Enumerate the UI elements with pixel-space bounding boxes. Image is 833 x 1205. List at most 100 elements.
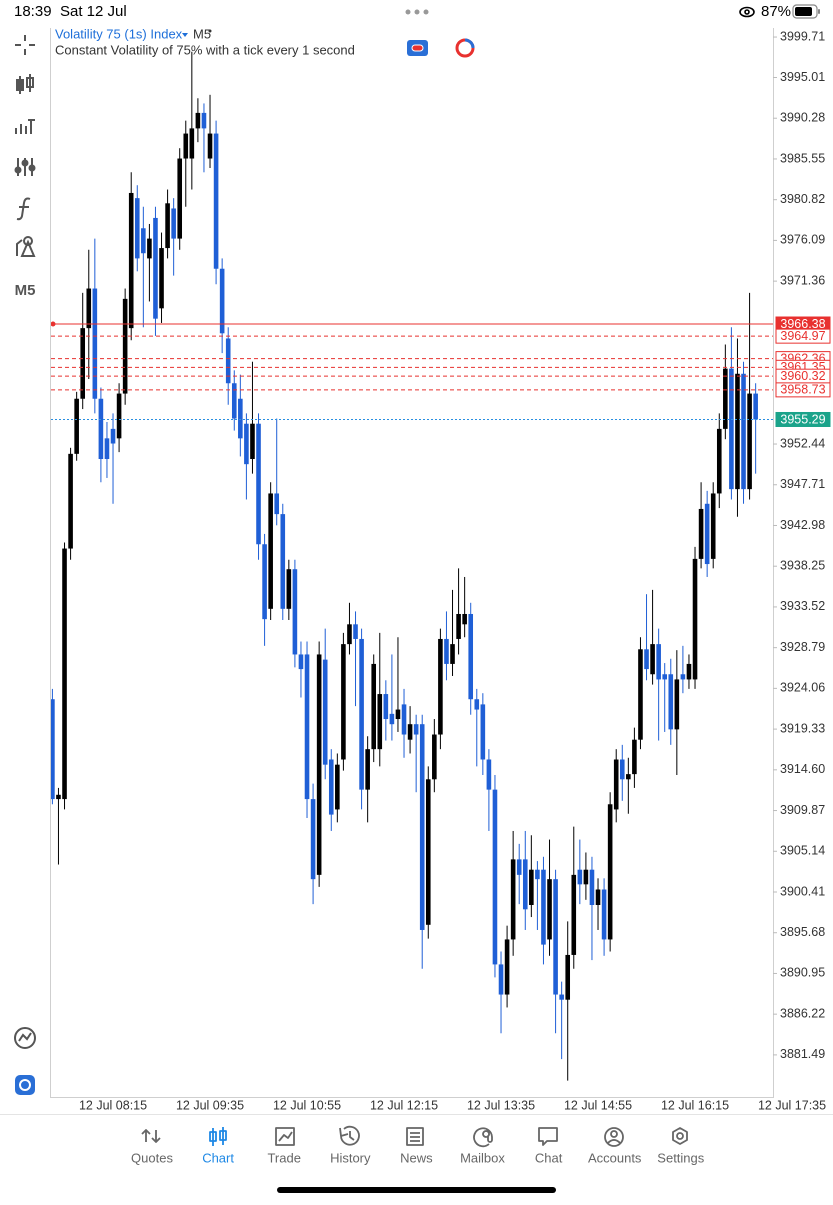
candle-body bbox=[383, 694, 389, 720]
candle-body bbox=[710, 493, 716, 559]
chart-frame bbox=[50, 28, 774, 1098]
candle-body bbox=[492, 789, 498, 965]
tab-item[interactable]: History bbox=[330, 1125, 371, 1166]
objects-button[interactable] bbox=[16, 236, 36, 257]
candle-body bbox=[74, 398, 79, 454]
candle-body bbox=[165, 203, 170, 249]
brand-button[interactable] bbox=[15, 1075, 35, 1095]
candle-body bbox=[425, 779, 431, 925]
tab-item[interactable]: Mailbox bbox=[460, 1127, 505, 1165]
candle-body bbox=[632, 739, 637, 775]
candle-body bbox=[498, 964, 504, 995]
candle-body bbox=[650, 644, 655, 675]
candle-body bbox=[547, 879, 552, 940]
tab-item[interactable]: News bbox=[400, 1127, 433, 1165]
candle-body bbox=[698, 508, 704, 559]
candle-body bbox=[595, 889, 601, 906]
candle-body bbox=[480, 704, 486, 760]
candle-body bbox=[644, 649, 649, 670]
status-date: Sat 12 Jul bbox=[60, 3, 127, 20]
chart-timeframe: M5 bbox=[193, 26, 211, 41]
candle-body bbox=[341, 644, 346, 760]
candle-body bbox=[244, 423, 249, 465]
candle-body bbox=[219, 268, 225, 334]
candle-body bbox=[462, 613, 467, 625]
tab-icon bbox=[141, 1129, 161, 1143]
tab-item[interactable]: Accounts bbox=[588, 1127, 642, 1165]
toolbar-timeframe[interactable]: M5 bbox=[15, 282, 36, 299]
candle-body bbox=[347, 624, 352, 645]
candle-body bbox=[741, 373, 746, 490]
y-tick-label: 3938.25 bbox=[780, 558, 825, 572]
candle-body bbox=[201, 112, 207, 129]
candle-body bbox=[147, 238, 152, 259]
candle-body bbox=[529, 869, 534, 906]
settings-sliders-button[interactable] bbox=[14, 158, 36, 176]
y-tick-label: 3990.28 bbox=[780, 111, 825, 125]
candle-body bbox=[401, 704, 407, 735]
candle-body bbox=[747, 393, 752, 490]
candle-body bbox=[104, 438, 110, 460]
tab-icon bbox=[538, 1127, 558, 1146]
candle-body bbox=[231, 383, 237, 419]
candle-body bbox=[613, 759, 619, 810]
tab-item[interactable]: Chart bbox=[202, 1127, 234, 1165]
symbol-dropdown[interactable] bbox=[182, 33, 188, 37]
candle-body bbox=[310, 799, 316, 880]
analytics-button[interactable] bbox=[14, 1027, 36, 1049]
function-button[interactable] bbox=[16, 197, 31, 221]
tab-label: History bbox=[330, 1150, 371, 1165]
candle-body bbox=[365, 749, 370, 790]
home-indicator bbox=[277, 1187, 556, 1193]
candle-body bbox=[419, 724, 425, 930]
trade-button[interactable] bbox=[407, 40, 428, 56]
chart-type-button[interactable] bbox=[16, 74, 34, 94]
symbol-title[interactable]: Volatility 75 (1s) Index bbox=[55, 26, 183, 41]
tab-item[interactable]: Chat bbox=[535, 1127, 563, 1165]
x-tick-label: 12 Jul 16:15 bbox=[661, 1098, 729, 1112]
candle-body bbox=[56, 794, 61, 800]
candle-body bbox=[128, 192, 134, 329]
candle-body bbox=[238, 398, 243, 439]
candle-body bbox=[438, 638, 443, 735]
candle-body bbox=[298, 654, 304, 670]
one-click-button[interactable] bbox=[455, 38, 475, 58]
candle-body bbox=[577, 869, 583, 885]
tab-item[interactable]: Quotes bbox=[131, 1129, 173, 1165]
candle-body bbox=[601, 889, 607, 940]
candle-body bbox=[335, 764, 340, 810]
y-tick-label: 3942.98 bbox=[780, 518, 825, 532]
candle-body bbox=[80, 328, 86, 399]
candle-body bbox=[153, 217, 158, 319]
y-tick-label: 3999.71 bbox=[780, 29, 825, 43]
candle-body bbox=[134, 198, 140, 259]
y-tick-label: 3995.01 bbox=[780, 70, 825, 84]
x-tick-label: 12 Jul 09:35 bbox=[176, 1098, 244, 1112]
y-tick-label: 3890.95 bbox=[780, 966, 825, 980]
tab-icon bbox=[604, 1127, 624, 1147]
indicators-button[interactable] bbox=[15, 119, 35, 134]
candle-body bbox=[377, 694, 383, 750]
y-tick-label: 3980.82 bbox=[780, 192, 825, 206]
y-tick-label: 3947.71 bbox=[780, 477, 825, 491]
tab-item[interactable]: Settings bbox=[657, 1127, 705, 1165]
candle-body bbox=[262, 544, 267, 620]
candle-body bbox=[638, 649, 643, 740]
candle-body bbox=[450, 644, 455, 664]
candle-body bbox=[692, 558, 698, 680]
timeframe-dot bbox=[208, 29, 212, 33]
candle-body bbox=[559, 994, 564, 1000]
tab-label: Quotes bbox=[131, 1150, 173, 1165]
tab-label: Settings bbox=[657, 1150, 704, 1165]
candle-body bbox=[286, 569, 292, 609]
candle-body bbox=[729, 368, 734, 490]
tab-item[interactable]: Trade bbox=[267, 1127, 301, 1165]
candle-body bbox=[723, 368, 728, 429]
price-level-label: 3960.32 bbox=[780, 369, 825, 383]
candle-body bbox=[122, 298, 128, 394]
candle-body bbox=[716, 428, 722, 494]
crosshair-button[interactable] bbox=[15, 35, 35, 55]
candle-body bbox=[183, 133, 189, 159]
